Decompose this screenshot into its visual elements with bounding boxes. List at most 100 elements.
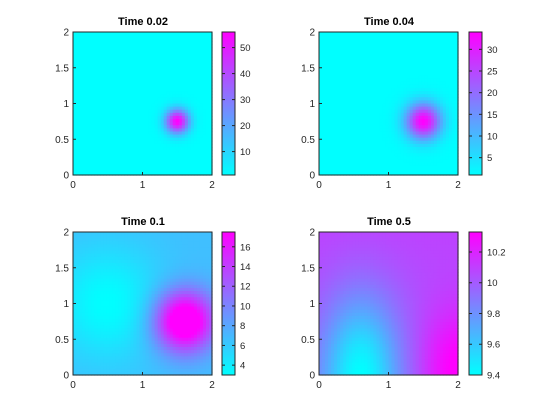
heatmap-cell xyxy=(85,162,89,167)
heatmap-cell xyxy=(151,168,156,173)
heatmap-cell xyxy=(412,119,417,123)
heatmap-cell xyxy=(124,125,128,129)
heatmap-cell xyxy=(172,162,177,167)
heatmap-cell xyxy=(82,250,86,255)
heatmap-cell xyxy=(79,266,83,270)
heatmap-cell xyxy=(73,275,77,280)
heatmap-cell xyxy=(82,263,86,267)
heatmap-cell xyxy=(181,41,186,46)
heatmap-cell xyxy=(91,122,95,126)
heatmap-cell xyxy=(388,35,393,39)
heatmap-cell xyxy=(421,84,426,89)
heatmap-cell xyxy=(157,150,162,154)
heatmap-cell xyxy=(133,269,138,274)
heatmap-cell xyxy=(382,103,387,108)
heatmap-cell xyxy=(436,41,441,46)
heatmap-cell xyxy=(157,78,162,83)
heatmap-cell xyxy=(187,53,192,58)
heatmap-cell xyxy=(142,156,147,161)
heatmap-cell xyxy=(91,153,95,157)
heatmap-cell xyxy=(139,266,144,270)
heatmap-cell xyxy=(340,165,344,170)
heatmap-cell xyxy=(433,41,438,46)
heatmap-cell xyxy=(160,32,165,36)
heatmap-cell xyxy=(187,153,192,157)
heatmap-cell xyxy=(121,241,125,246)
heatmap-cell xyxy=(100,78,104,83)
heatmap-cell xyxy=(88,84,92,89)
heatmap-cell xyxy=(76,147,80,151)
heatmap-cell xyxy=(340,44,344,49)
heatmap-cell xyxy=(166,87,171,92)
heatmap-cell xyxy=(106,75,110,80)
heatmap-cell xyxy=(370,159,374,164)
heatmap-cell xyxy=(88,147,92,151)
heatmap-cell xyxy=(100,238,104,242)
heatmap-cell xyxy=(361,75,365,80)
heatmap-cell xyxy=(100,272,104,277)
heatmap-cell xyxy=(388,109,393,114)
heatmap-cell xyxy=(145,153,150,157)
heatmap-cell xyxy=(184,78,189,83)
heatmap-cell xyxy=(388,32,393,36)
heatmap-cell xyxy=(160,38,165,42)
heatmap-cell xyxy=(130,266,135,270)
heatmap-cell xyxy=(349,162,353,167)
heatmap-cell xyxy=(445,66,450,70)
heatmap-cell xyxy=(166,69,171,74)
heatmap-cell xyxy=(133,63,138,67)
heatmap-cell xyxy=(340,87,344,92)
heatmap-cell xyxy=(88,44,92,49)
heatmap-cell xyxy=(145,247,150,252)
heatmap-cell xyxy=(199,165,204,170)
heatmap-cell xyxy=(184,150,189,154)
heatmap-cell xyxy=(328,78,332,83)
heatmap-cell xyxy=(334,153,338,157)
heatmap-cell xyxy=(454,103,459,108)
heatmap-cell xyxy=(103,38,107,42)
heatmap-cell xyxy=(139,87,144,92)
heatmap-cell xyxy=(151,232,156,236)
heatmap-cell xyxy=(76,131,80,136)
heatmap-cell xyxy=(373,134,378,139)
heatmap-cell xyxy=(403,150,408,154)
heatmap-cell xyxy=(328,140,332,145)
heatmap-cell xyxy=(409,165,414,170)
heatmap-cell xyxy=(142,244,147,249)
heatmap-cell xyxy=(151,100,156,105)
heatmap-cell xyxy=(97,134,101,139)
heatmap-cell xyxy=(349,32,353,36)
heatmap-cell xyxy=(157,134,162,139)
heatmap-cell xyxy=(133,32,138,36)
heatmap-cell xyxy=(394,137,399,142)
heatmap-cell xyxy=(415,143,420,148)
heatmap-cell xyxy=(385,125,390,129)
heatmap-cell xyxy=(364,115,368,120)
heatmap-cell xyxy=(322,47,326,52)
heatmap-cell xyxy=(178,69,183,74)
heatmap-cell xyxy=(193,106,198,111)
heatmap-cell xyxy=(187,41,192,46)
heatmap-cell xyxy=(151,143,156,148)
heatmap-cell xyxy=(367,137,371,142)
heatmap-cell xyxy=(409,63,414,67)
heatmap-cell xyxy=(193,103,198,108)
heatmap-cell xyxy=(118,125,122,129)
heatmap-cell xyxy=(100,137,104,142)
heatmap-cell xyxy=(88,63,92,67)
heatmap-cell xyxy=(178,147,183,151)
heatmap-cell xyxy=(88,75,92,80)
heatmap-cell xyxy=(343,84,347,89)
heatmap-cell xyxy=(157,81,162,86)
heatmap-cell xyxy=(109,106,113,111)
heatmap-cell xyxy=(439,143,444,148)
heatmap-cell xyxy=(340,35,344,39)
heatmap-cell xyxy=(184,97,189,101)
heatmap-cell xyxy=(358,106,362,111)
heatmap-cell xyxy=(103,140,107,145)
heatmap-cell xyxy=(448,35,453,39)
heatmap-cell xyxy=(427,53,432,58)
heatmap-cell xyxy=(145,69,150,74)
heatmap-cell xyxy=(376,59,381,64)
heatmap-cell xyxy=(202,128,207,133)
